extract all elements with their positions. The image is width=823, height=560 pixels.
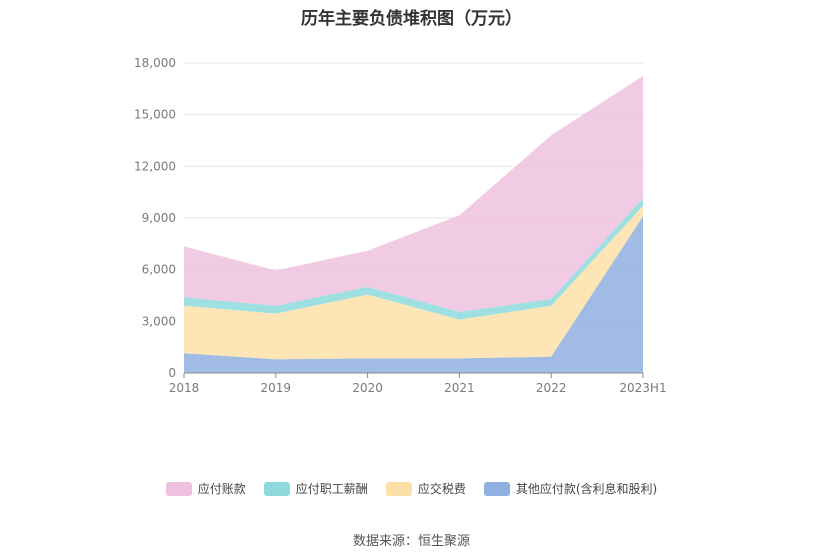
y-tick-label: 12,000 [134,159,176,173]
area-series-0 [184,216,643,373]
axes: 0 3,000 6,000 9,000 12,000 15,000 18,000 2018 20… [134,56,667,395]
x-tick-label: 2021 [444,381,475,395]
x-tick-label: 2020 [352,381,383,395]
legend-item[interactable]: 应交税费 [385,480,466,497]
x-tick-label: 2022 [536,381,567,395]
legend-swatch [165,481,192,496]
x-tick-label: 2019 [261,381,292,395]
legend-label: 其他应付款(含利息和股利) [515,482,658,496]
legend-item[interactable]: 其他应付款(含利息和股利) [483,480,658,497]
legend-swatch [263,481,290,496]
legend-swatch [483,481,510,496]
y-tick-label: 18,000 [134,56,176,70]
y-tick-label: 3,000 [142,314,176,328]
legend-item[interactable]: 应付职工薪酬 [263,480,368,497]
data-source-note: 数据来源：恒生聚源 [352,534,470,549]
x-tick-label: 2023H1 [619,381,666,395]
y-tick-label: 6,000 [142,263,176,277]
legend-swatch [385,481,412,496]
area-series-3 [184,75,643,312]
legend-label: 应付职工薪酬 [295,482,368,496]
y-tick-label: 0 [168,366,176,380]
area-series-2 [184,198,643,320]
legend-label: 应付账款 [197,482,246,496]
area-series [184,75,643,373]
area-series-1 [184,205,643,360]
y-tick-label: 15,000 [134,108,176,122]
chart-title: 历年主要负债堆积图（万元） [301,9,522,29]
y-tick-label: 9,000 [142,211,176,225]
legend: 应付账款 应付职工薪酬 应交税费 其他应付款(含利息和股利) [0,480,823,497]
chart-plot: 0 3,000 6,000 9,000 12,000 15,000 18,000 2018 20… [134,56,667,395]
legend-label: 应交税费 [417,482,466,496]
x-tick-label: 2018 [169,381,200,395]
legend-item[interactable]: 应付账款 [165,480,246,497]
